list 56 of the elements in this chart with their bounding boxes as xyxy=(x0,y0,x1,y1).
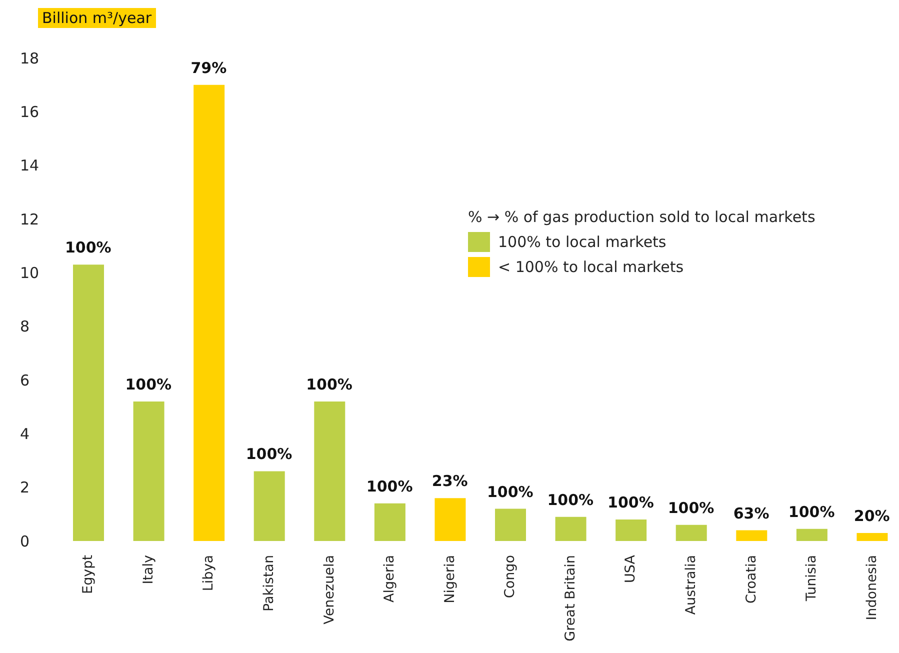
annotation: 100% xyxy=(486,482,534,501)
legend-label: 100% to local markets xyxy=(498,233,666,251)
annotation: 23% xyxy=(432,472,468,490)
annotation: 100% xyxy=(788,502,835,521)
annotation: 100% xyxy=(64,238,112,257)
x-tick-label: Pakistan xyxy=(261,555,277,612)
x-tick-label: Nigeria xyxy=(442,555,458,604)
y-tick-label: 4 xyxy=(20,424,30,443)
bar xyxy=(555,516,586,541)
y-tick-label: 6 xyxy=(20,371,30,390)
x-tick-label: USA xyxy=(622,554,639,583)
bar xyxy=(495,508,526,541)
annotation: 100% xyxy=(246,445,292,464)
bar xyxy=(374,503,406,541)
bar xyxy=(676,524,707,541)
x-tick-label: Venezuela xyxy=(321,555,338,624)
bar xyxy=(254,471,285,541)
x-tick-label: Congo xyxy=(502,555,518,598)
x-tick-label: Tunisia xyxy=(804,555,820,602)
annotation: 100% xyxy=(125,375,172,394)
annotation: 79% xyxy=(190,58,227,77)
y-tick-label: 14 xyxy=(20,156,40,175)
bar xyxy=(194,84,225,541)
x-tick-label: Algeria xyxy=(382,555,398,602)
annotation: 63% xyxy=(733,504,770,522)
y-tick-label: 10 xyxy=(20,264,40,282)
bar xyxy=(133,401,164,541)
bar xyxy=(314,401,346,541)
annotation: 100% xyxy=(608,494,654,512)
y-axis-title: Billion m³/year xyxy=(38,8,156,28)
annotation: 100% xyxy=(366,477,413,496)
annotation: 100% xyxy=(306,375,352,394)
x-tick-label: Egypt xyxy=(80,555,96,594)
x-tick-label: Croatia xyxy=(743,555,760,604)
legend-label: < 100% to local markets xyxy=(498,258,684,276)
bar xyxy=(434,498,466,541)
x-tick-label: Italy xyxy=(140,555,156,584)
legend-title: % → % of gas production sold to local markets xyxy=(468,208,816,226)
x-tick-label: Great Britain xyxy=(562,555,578,642)
bar xyxy=(856,532,888,541)
x-tick-label: Australia xyxy=(683,555,699,615)
y-tick-label: 0 xyxy=(20,532,30,550)
y-tick-label: 12 xyxy=(20,210,40,228)
bar xyxy=(736,530,768,541)
x-tick-label: Indonesia xyxy=(864,555,880,620)
y-tick-label: 8 xyxy=(20,318,30,336)
y-tick-label: 16 xyxy=(20,102,40,121)
annotation: 100% xyxy=(668,498,714,517)
y-tick-label: 18 xyxy=(20,49,40,68)
bar xyxy=(616,520,647,541)
annotation: 20% xyxy=(854,506,890,525)
bar xyxy=(73,264,104,541)
y-tick-label: 2 xyxy=(20,478,30,497)
x-tick-label: Libya xyxy=(200,555,217,592)
annotation: 100% xyxy=(547,490,594,509)
bar xyxy=(796,528,828,541)
